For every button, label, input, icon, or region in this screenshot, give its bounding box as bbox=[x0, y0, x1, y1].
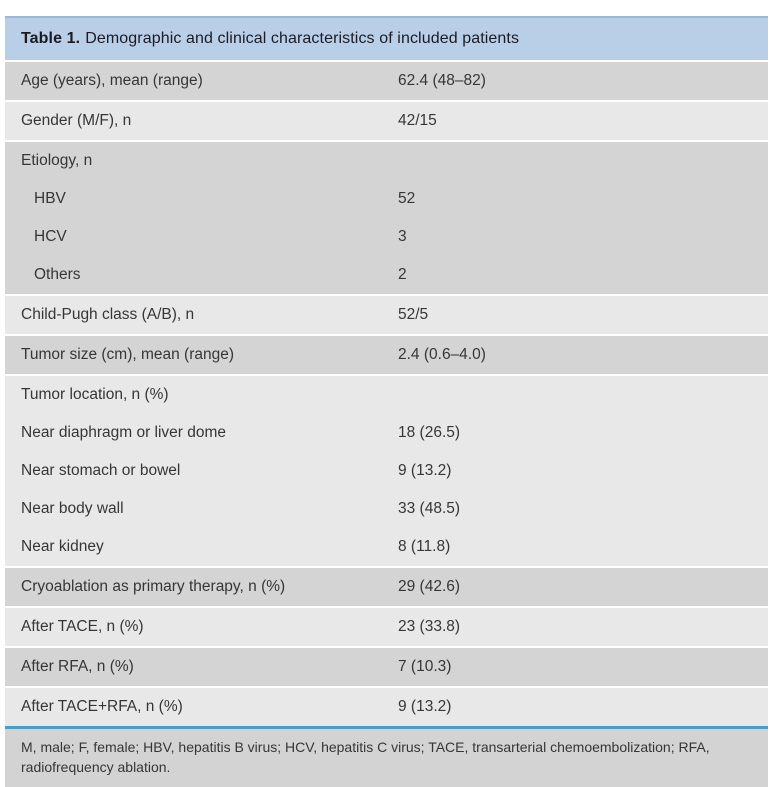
row-value: 7 (10.3) bbox=[398, 658, 452, 675]
table-row: Age (years), mean (range) 62.4 (48–82) bbox=[5, 62, 768, 100]
row-label: After TACE+RFA, n (%) bbox=[21, 698, 183, 715]
footnote-divider-line bbox=[5, 726, 768, 729]
row-value: 9 (13.2) bbox=[398, 462, 452, 479]
row-label: Near kidney bbox=[21, 538, 104, 555]
row-label: Tumor location, n (%) bbox=[21, 386, 169, 403]
row-value: 52/5 bbox=[398, 306, 429, 323]
table-row: After TACE+RFA, n (%) 9 (13.2) bbox=[5, 688, 768, 726]
row-label: Others bbox=[34, 266, 81, 283]
table-row: Gender (M/F), n 42/15 bbox=[5, 102, 768, 140]
row-label: Cryoablation as primary therapy, n (%) bbox=[21, 578, 286, 595]
row-value: 8 (11.8) bbox=[398, 538, 451, 555]
row-label: Near diaphragm or liver dome bbox=[21, 424, 227, 441]
row-label: Tumor size (cm), mean (range) bbox=[21, 346, 235, 363]
row-value: 62.4 (48–82) bbox=[398, 72, 486, 89]
row-value: 18 (26.5) bbox=[398, 424, 461, 441]
table-number: Table 1. bbox=[21, 30, 81, 47]
row-label: Gender (M/F), n bbox=[21, 112, 132, 129]
paper-table: Table 1. Demographic and clinical charac… bbox=[5, 16, 768, 787]
row-value: 3 bbox=[398, 228, 407, 245]
table-title: Demographic and clinical characteristics… bbox=[85, 30, 520, 47]
table-row: Tumor size (cm), mean (range) 2.4 (0.6–4.… bbox=[5, 336, 768, 374]
row-value: 42/15 bbox=[398, 112, 437, 129]
row-value: 29 (42.6) bbox=[398, 578, 461, 595]
table-rows: Age (years), mean (range) 62.4 (48–82) Gen… bbox=[5, 62, 768, 726]
table-header: Table 1. Demographic and clinical charac… bbox=[5, 16, 768, 60]
table-row: Near body wall 33 (48.5) bbox=[5, 490, 768, 528]
table-row: Tumor location, n (%) bbox=[5, 376, 768, 414]
row-value: 2 bbox=[398, 266, 407, 283]
row-label: Etiology, n bbox=[21, 152, 93, 169]
row-label: After TACE, n (%) bbox=[21, 618, 144, 635]
row-value: 2.4 (0.6–4.0) bbox=[398, 346, 486, 363]
table-row: Etiology, n bbox=[5, 142, 768, 180]
row-label: After RFA, n (%) bbox=[21, 658, 134, 675]
row-value: 9 (13.2) bbox=[398, 698, 452, 715]
row-label: Near body wall bbox=[21, 500, 124, 517]
row-value: 33 (48.5) bbox=[398, 500, 461, 517]
table-row: Others 2 bbox=[5, 256, 768, 294]
row-value: 23 (33.8) bbox=[398, 618, 461, 635]
table-row: After TACE, n (%) 23 (33.8) bbox=[5, 608, 768, 646]
table-row: HBV 52 bbox=[5, 180, 768, 218]
table-row: HCV 3 bbox=[5, 218, 768, 256]
row-label: HBV bbox=[34, 190, 66, 207]
table-footnote: M, male; F, female; HBV, hepatitis B vir… bbox=[5, 729, 768, 787]
table-row: After RFA, n (%) 7 (10.3) bbox=[5, 648, 768, 686]
table-row: Near diaphragm or liver dome 18 (26.5) bbox=[5, 414, 768, 452]
table-row: Cryoablation as primary therapy, n (%) 29… bbox=[5, 568, 768, 606]
row-label: HCV bbox=[34, 228, 67, 245]
row-label: Age (years), mean (range) bbox=[21, 72, 203, 89]
row-label: Child-Pugh class (A/B), n bbox=[21, 306, 195, 323]
table-row: Near stomach or bowel 9 (13.2) bbox=[5, 452, 768, 490]
table-row: Child-Pugh class (A/B), n 52/5 bbox=[5, 296, 768, 334]
table-row: Near kidney 8 (11.8) bbox=[5, 528, 768, 566]
row-value: 52 bbox=[398, 190, 416, 207]
row-label: Near stomach or bowel bbox=[21, 462, 181, 479]
